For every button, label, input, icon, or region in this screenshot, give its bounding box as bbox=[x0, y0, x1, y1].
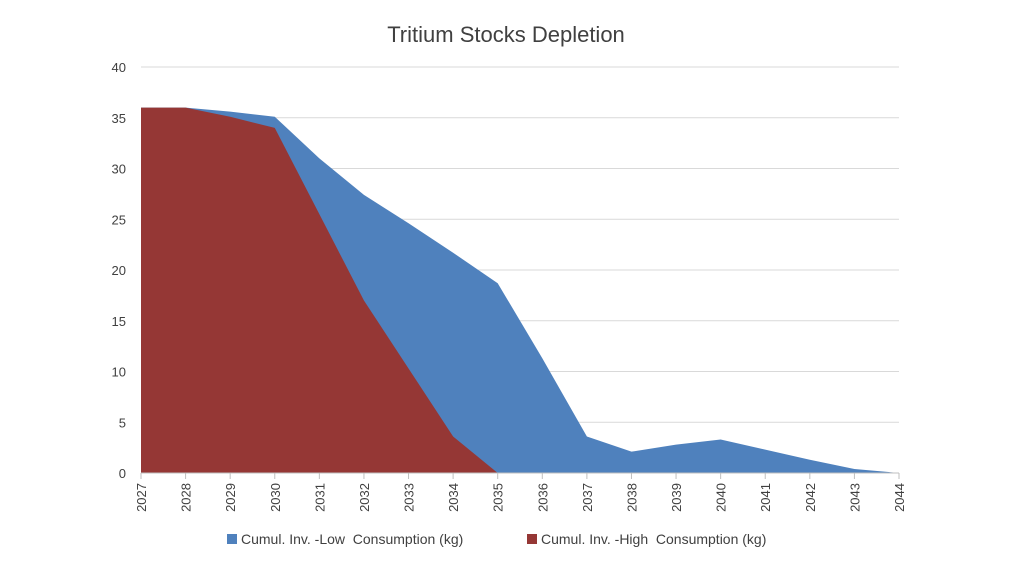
x-tick-label: 2041 bbox=[758, 483, 773, 512]
axes bbox=[140, 472, 900, 479]
x-tick-label: 2028 bbox=[179, 483, 194, 512]
x-tick-label: 2044 bbox=[892, 483, 907, 512]
y-tick-label: 0 bbox=[119, 466, 126, 481]
legend-label-1: Cumul. Inv. -Low Consumption (kg) bbox=[241, 531, 463, 547]
x-tick-label: 2036 bbox=[535, 483, 550, 512]
x-tick-label: 2033 bbox=[402, 483, 417, 512]
chart-title: Tritium Stocks Depletion bbox=[387, 22, 625, 47]
x-tick-label: 2029 bbox=[223, 483, 238, 512]
x-tick-label: 2040 bbox=[714, 483, 729, 512]
legend-swatch-1 bbox=[227, 534, 237, 544]
x-tick-labels: 2027 2028 2029 2030 2031 2032 2033 2034 2035 2036… bbox=[134, 483, 907, 512]
y-tick-label: 10 bbox=[112, 365, 126, 380]
x-tick-label: 2027 bbox=[134, 483, 149, 512]
x-tick-label: 2031 bbox=[312, 483, 327, 512]
y-tick-label: 30 bbox=[112, 162, 126, 177]
x-tick-label: 2039 bbox=[669, 483, 684, 512]
y-tick-label: 25 bbox=[112, 212, 126, 227]
y-tick-labels: 0 5 10 15 20 25 30 35 40 bbox=[112, 60, 126, 481]
y-tick-label: 15 bbox=[112, 314, 126, 329]
x-tick-label: 2038 bbox=[624, 483, 639, 512]
x-tick-label: 2032 bbox=[357, 483, 372, 512]
x-tick-label: 2043 bbox=[847, 483, 862, 512]
legend: Cumul. Inv. -Low Consumption (kg) Cumul. … bbox=[227, 531, 766, 547]
series-area-2 bbox=[141, 107, 899, 473]
x-tick-label: 2042 bbox=[803, 483, 818, 512]
x-tick-label: 2030 bbox=[268, 483, 283, 512]
y-tick-label: 20 bbox=[112, 263, 126, 278]
y-tick-label: 40 bbox=[112, 60, 126, 75]
x-tick-label: 2034 bbox=[446, 483, 461, 512]
legend-label-2: Cumul. Inv. -High Consumption (kg) bbox=[541, 531, 766, 547]
x-tick-label: 2037 bbox=[580, 483, 595, 512]
series-areas bbox=[141, 107, 899, 473]
y-tick-label: 35 bbox=[112, 111, 126, 126]
legend-swatch-2 bbox=[527, 534, 537, 544]
x-tick-label: 2035 bbox=[491, 483, 506, 512]
y-tick-label: 5 bbox=[119, 415, 126, 430]
